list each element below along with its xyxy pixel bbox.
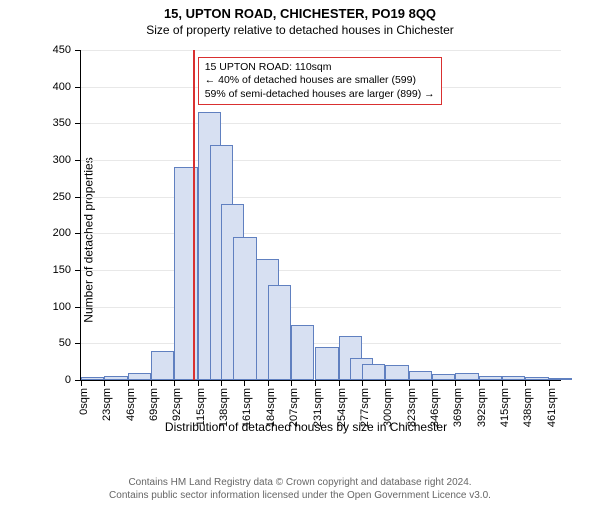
histogram-bar [502,376,525,380]
histogram-bar [315,347,338,380]
x-tick [362,380,363,386]
y-tick-label: 150 [53,264,81,276]
x-tick [525,380,526,386]
y-tick-label: 100 [53,301,81,313]
histogram-bar [81,377,104,380]
page-subtitle: Size of property relative to detached ho… [0,23,600,37]
x-tick-label: 23sqm [101,388,113,421]
page-title: 15, UPTON ROAD, CHICHESTER, PO19 8QQ [0,6,600,21]
annotation-line: 15 UPTON ROAD: 110sqm [205,61,435,74]
x-tick [151,380,152,386]
x-tick [268,380,269,386]
annotation-line: 59% of semi-detached houses are larger (… [205,88,435,101]
grid-line [81,160,561,161]
grid-line [81,123,561,124]
x-axis-title: Distribution of detached houses by size … [36,420,576,434]
histogram-bar [268,285,291,380]
histogram-bar [525,377,548,380]
histogram-bar [151,351,174,380]
x-tick-label: 92sqm [171,388,183,421]
x-tick [409,380,410,386]
histogram-bar [104,376,127,380]
x-tick [291,380,292,386]
y-tick-label: 300 [53,154,81,166]
histogram-bar [291,325,314,380]
grid-line [81,343,561,344]
histogram-bar [455,373,478,380]
footer-line-2: Contains public sector information licen… [0,490,600,503]
x-tick [104,380,105,386]
x-tick [244,380,245,386]
x-tick [198,380,199,386]
x-tick [128,380,129,386]
x-tick [455,380,456,386]
y-tick-label: 200 [53,227,81,239]
x-tick [549,380,550,386]
histogram-bar [385,365,408,380]
x-tick [81,380,82,386]
grid-line [81,197,561,198]
x-tick [315,380,316,386]
histogram-bar [362,364,385,380]
y-tick-label: 400 [53,81,81,93]
grid-line [81,233,561,234]
x-tick [432,380,433,386]
grid-line [81,270,561,271]
histogram-bar [549,378,572,380]
footer-line-1: Contains HM Land Registry data © Crown c… [0,477,600,490]
property-marker-line [193,50,195,380]
x-tick [221,380,222,386]
x-tick [502,380,503,386]
grid-line [81,50,561,51]
annotation-line: ← 40% of detached houses are smaller (59… [205,74,435,87]
x-tick [174,380,175,386]
histogram-bar [233,237,256,380]
footer-attribution: Contains HM Land Registry data © Crown c… [0,477,600,502]
y-tick-label: 450 [53,44,81,56]
annotation-box: 15 UPTON ROAD: 110sqm← 40% of detached h… [198,57,442,104]
x-tick [385,380,386,386]
histogram-chart: Number of detached properties 0501001502… [36,50,576,430]
x-tick [479,380,480,386]
histogram-bar [432,374,455,380]
y-tick-label: 50 [59,337,81,349]
x-tick [339,380,340,386]
grid-line [81,307,561,308]
y-tick-label: 350 [53,117,81,129]
y-tick-label: 250 [53,191,81,203]
x-tick-label: 46sqm [125,388,137,421]
histogram-bar [409,371,432,380]
histogram-bar [479,376,502,380]
histogram-bar [128,373,151,380]
y-tick-label: 0 [65,374,81,386]
plot-area: 0501001502002503003504004500sqm23sqm46sq… [80,50,561,381]
x-tick-label: 69sqm [148,388,160,421]
x-tick-label: 0sqm [78,388,90,415]
